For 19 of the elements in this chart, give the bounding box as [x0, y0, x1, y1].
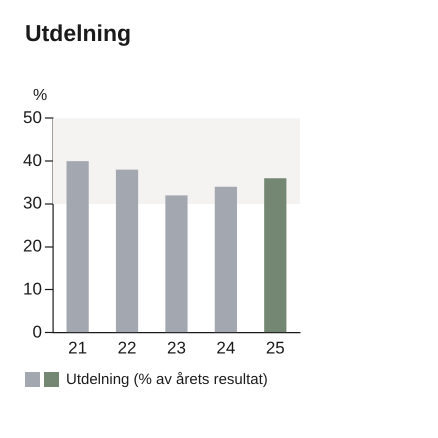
bar — [214, 186, 237, 332]
bar — [116, 170, 138, 332]
y-tick-label: 30 — [22, 194, 42, 213]
y-tick-label: 10 — [22, 279, 42, 298]
y-tick-label: 20 — [22, 236, 42, 256]
y-tick-label: 50 — [22, 108, 42, 127]
bar — [165, 195, 188, 332]
y-tick-label: 40 — [22, 150, 42, 170]
x-tick-label: 24 — [216, 338, 236, 358]
bar — [264, 178, 286, 332]
x-tick-label: 25 — [266, 338, 285, 358]
x-tick-label: 22 — [118, 338, 136, 358]
bar — [66, 161, 89, 332]
x-tick-label: 21 — [68, 338, 88, 358]
legend-label: Utdelning (% av årets resultat) — [66, 371, 268, 388]
x-tick-label: 23 — [166, 338, 186, 358]
chart-title: Utdelning — [25, 20, 132, 47]
y-tick-label: 0 — [32, 322, 42, 342]
y-axis-title: % — [33, 87, 48, 105]
